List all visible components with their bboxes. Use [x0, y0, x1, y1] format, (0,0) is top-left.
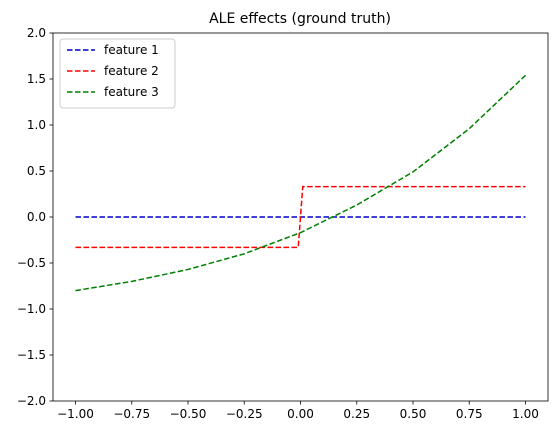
y-tick-label: −1.5 [17, 348, 46, 362]
x-tick-label: 0.50 [400, 407, 427, 421]
plot-lines [75, 74, 527, 292]
axes: −1.00 −0.75 −0.50 −0.25 0.00 0.25 0.50 0.75 1.00… [17, 26, 549, 421]
x-tick-label: −1.00 [57, 407, 94, 421]
y-tick-label: −2.0 [17, 394, 46, 408]
legend-label: feature 1 [104, 43, 159, 57]
x-tick-label: 1.00 [512, 407, 539, 421]
y-tick-label: 0.5 [27, 164, 46, 178]
x-tick-label: −0.50 [170, 407, 207, 421]
x-tick-label: −0.25 [226, 407, 263, 421]
x-tick-label: −0.75 [113, 407, 150, 421]
x-tick-label: 0.00 [287, 407, 314, 421]
y-tick-label: 0.0 [27, 210, 46, 224]
legend-box [59, 38, 176, 109]
y-tick-label: 1.5 [27, 72, 46, 86]
y-tick-label: 2.0 [27, 26, 46, 40]
chart-title: ALE effects (ground truth) [209, 11, 391, 27]
legend-label: feature 3 [104, 85, 159, 99]
x-tick-label: 0.25 [343, 407, 370, 421]
legend: feature 1 feature 2 feature 3 [59, 38, 176, 109]
x-tick-label: 0.75 [456, 407, 483, 421]
y-tick-label: −1.0 [17, 302, 46, 316]
y-tick-label: 1.0 [27, 118, 46, 132]
series-line-3 [75, 74, 527, 292]
series-line-2 [75, 185, 526, 249]
y-tick-label: −0.5 [17, 256, 46, 270]
legend-label: feature 2 [104, 64, 159, 78]
